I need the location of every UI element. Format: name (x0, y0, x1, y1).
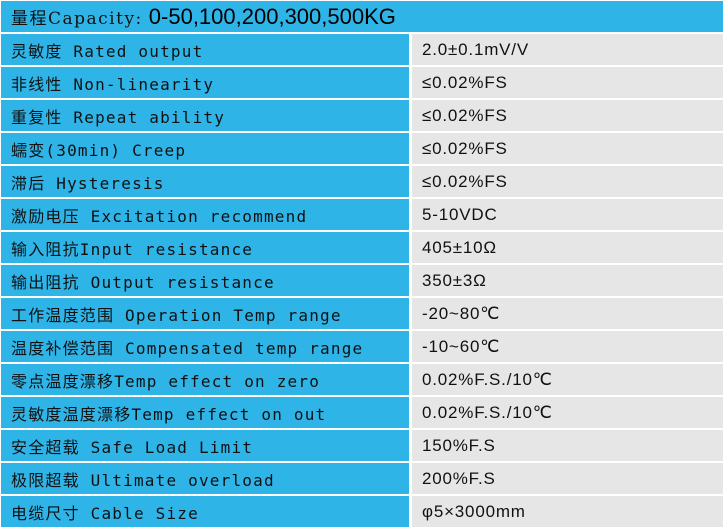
spec-row: 电缆尺寸 Cable Size φ5×3000mm (1, 496, 723, 527)
spec-row: 安全超载 Safe Load Limit 150%F.S (1, 430, 723, 461)
spec-row: 灵敏度 Rated output 2.0±0.1mV/V (1, 34, 723, 65)
spec-value: 405±10Ω (412, 232, 723, 263)
spec-value: -10~60℃ (412, 331, 723, 362)
spec-value: 0.02%F.S./10℃ (412, 397, 723, 428)
spec-label: 蠕变(30min) Creep (1, 133, 409, 164)
spec-label: 激励电压 Excitation recommend (1, 199, 409, 230)
spec-label: 重复性 Repeat ability (1, 100, 409, 131)
spec-row: 温度补偿范围 Compensated temp range -10~60℃ (1, 331, 723, 362)
spec-value: -20~80℃ (412, 298, 723, 329)
spec-label: 工作温度范围 Operation Temp range (1, 298, 409, 329)
spec-value: 150%F.S (412, 430, 723, 461)
spec-value: 2.0±0.1mV/V (412, 34, 723, 65)
spec-value: ≤0.02%FS (412, 100, 723, 131)
capacity-label: 量程Capacity: (11, 9, 143, 29)
spec-label: 安全超载 Safe Load Limit (1, 430, 409, 461)
spec-value: ≤0.02%FS (412, 133, 723, 164)
spec-row: 零点温度漂移Temp effect on zero 0.02%F.S./10℃ (1, 364, 723, 395)
spec-label: 非线性 Non-linearity (1, 67, 409, 98)
spec-label: 灵敏度 Rated output (1, 34, 409, 65)
spec-row: 灵敏度温度漂移Temp effect on out 0.02%F.S./10℃ (1, 397, 723, 428)
spec-label: 输出阻抗 Output resistance (1, 265, 409, 296)
spec-label: 滞后 Hysteresis (1, 166, 409, 197)
spec-label: 电缆尺寸 Cable Size (1, 496, 409, 527)
spec-label: 极限超载 Ultimate overload (1, 463, 409, 494)
spec-row: 非线性 Non-linearity ≤0.02%FS (1, 67, 723, 98)
spec-row: 滞后 Hysteresis ≤0.02%FS (1, 166, 723, 197)
spec-label: 输入阻抗Input resistance (1, 232, 409, 263)
spec-label: 温度补偿范围 Compensated temp range (1, 331, 409, 362)
spec-value: φ5×3000mm (412, 496, 723, 527)
spec-label: 灵敏度温度漂移Temp effect on out (1, 397, 409, 428)
spec-row: 极限超载 Ultimate overload 200%F.S (1, 463, 723, 494)
spec-row: 工作温度范围 Operation Temp range -20~80℃ (1, 298, 723, 329)
spec-row: 蠕变(30min) Creep ≤0.02%FS (1, 133, 723, 164)
spec-value: ≤0.02%FS (412, 166, 723, 197)
spec-row: 输出阻抗 Output resistance 350±3Ω (1, 265, 723, 296)
capacity-header: 量程Capacity: 0-50,100,200,300,500KG (1, 1, 723, 32)
spec-value: 350±3Ω (412, 265, 723, 296)
spec-row: 重复性 Repeat ability ≤0.02%FS (1, 100, 723, 131)
spec-value: ≤0.02%FS (412, 67, 723, 98)
capacity-value: 0-50,100,200,300,500KG (148, 3, 396, 29)
spec-row: 激励电压 Excitation recommend 5-10VDC (1, 199, 723, 230)
spec-value: 0.02%F.S./10℃ (412, 364, 723, 395)
spec-table: 灵敏度 Rated output 2.0±0.1mV/V 非线性 Non-linea… (1, 34, 723, 529)
spec-row: 输入阻抗Input resistance 405±10Ω (1, 232, 723, 263)
spec-label: 零点温度漂移Temp effect on zero (1, 364, 409, 395)
spec-value: 5-10VDC (412, 199, 723, 230)
spec-value: 200%F.S (412, 463, 723, 494)
